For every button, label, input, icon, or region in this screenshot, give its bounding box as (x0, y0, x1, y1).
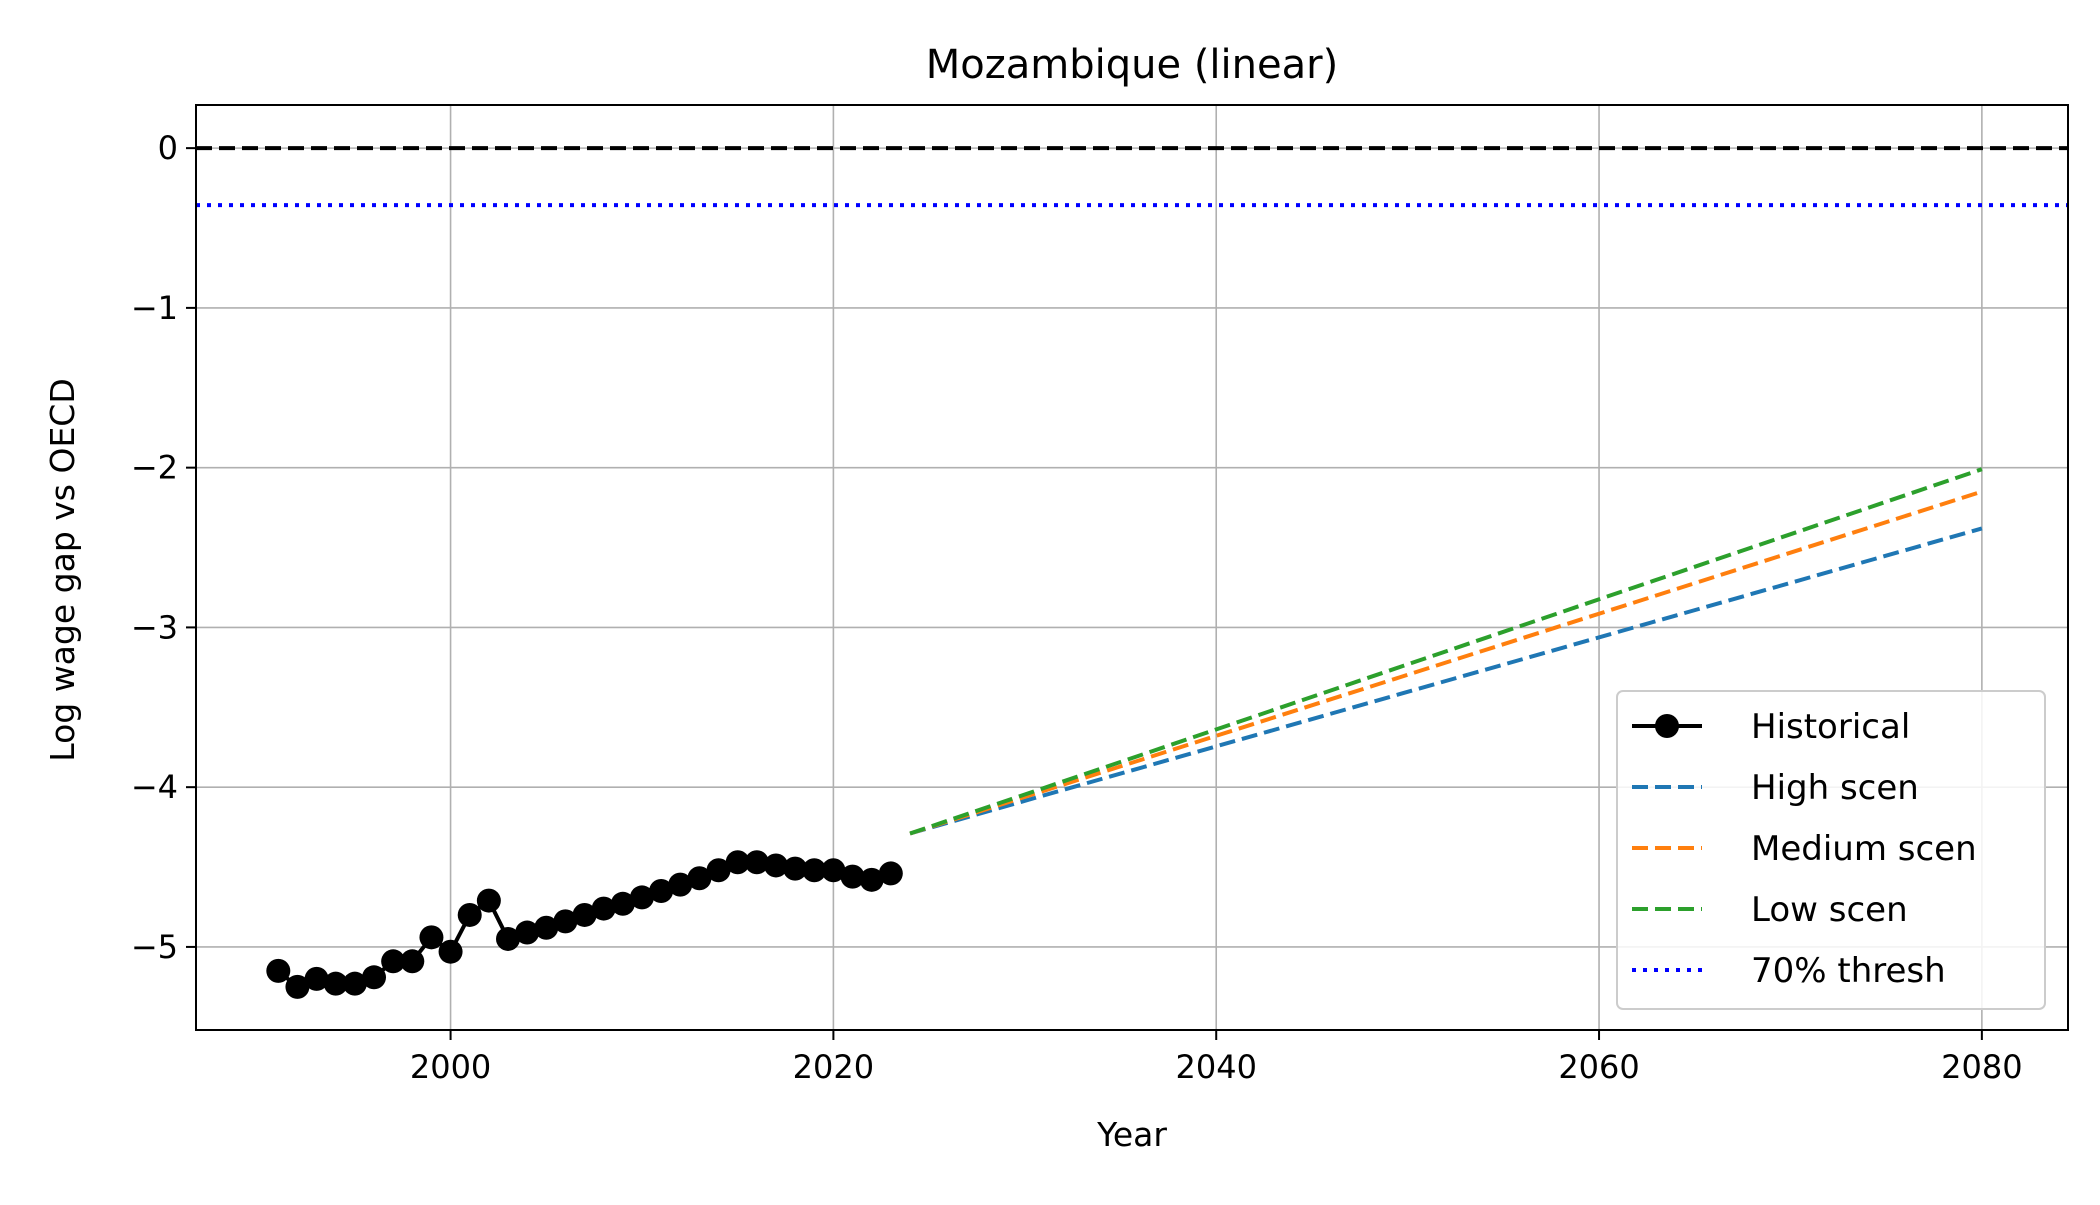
legend-item-medium-scen: Medium scen (1632, 829, 1977, 869)
data-point (285, 974, 310, 999)
legend-item-high-scen: High scen (1632, 768, 1919, 808)
data-point (381, 949, 406, 974)
series-historical (266, 850, 903, 999)
data-point (323, 971, 348, 996)
plot-area (195, 104, 2069, 1031)
data-point (725, 850, 750, 875)
x-tick-label: 2040 (1176, 1048, 1257, 1086)
data-point (534, 915, 559, 940)
series-line-medium-scen (909, 489, 1983, 836)
data-point (342, 971, 367, 996)
legend-item-70-thresh: 70% thresh (1632, 951, 1946, 991)
data-point (840, 864, 865, 889)
y-tick-label: 0 (158, 129, 178, 167)
data-point (859, 867, 884, 892)
legend: Historical High scen Medium scen Low scen 70… (1616, 690, 2046, 1010)
data-point (821, 858, 846, 883)
data-point (266, 958, 291, 983)
data-point (304, 966, 329, 991)
data-point (668, 872, 693, 897)
legend-box (1616, 690, 2046, 1010)
x-tick-label: 2060 (1558, 1048, 1639, 1086)
data-point (744, 850, 769, 875)
data-point (515, 920, 540, 945)
legend-item-historical: Historical (1632, 707, 1910, 747)
reference-lines (196, 146, 2068, 208)
legend-item-low-scen: Low scen (1632, 890, 1908, 930)
data-point (706, 858, 731, 883)
legend-label: 70% thresh (1751, 951, 1946, 991)
data-point (419, 925, 444, 950)
series-line-low-scen (909, 467, 1983, 836)
x-axis: 2000 2020 2040 2060 2080 (410, 1030, 2023, 1086)
y-tick-label: −5 (131, 928, 178, 966)
data-point (457, 902, 482, 927)
legend-label: Historical (1751, 707, 1910, 747)
data-point (783, 856, 808, 881)
data-point (629, 885, 654, 910)
data-point (610, 891, 635, 916)
data-point (553, 909, 578, 934)
series-high-scen (909, 526, 1983, 836)
legend-marker (1655, 714, 1679, 738)
axes-frame (195, 104, 2069, 1031)
legend-label: Low scen (1751, 890, 1908, 930)
y-tick-label: −4 (131, 768, 178, 806)
series-medium-scen (909, 489, 1983, 836)
data-point (476, 888, 501, 913)
x-axis-title: Year (1096, 1115, 1167, 1154)
x-tick-label: 2000 (410, 1048, 491, 1086)
y-tick-label: −3 (131, 608, 178, 646)
data-point (649, 879, 674, 904)
data-point (438, 939, 463, 964)
data-point (362, 965, 387, 990)
y-tick-label: −1 (131, 289, 178, 327)
series-line-high-scen (909, 526, 1983, 836)
x-tick-label: 2080 (1941, 1048, 2022, 1086)
data-point (802, 858, 827, 883)
data-point (878, 861, 903, 886)
chart-title: Mozambique (linear) (926, 42, 1338, 88)
series-layer (266, 467, 1983, 999)
series-low-scen (909, 467, 1983, 836)
y-axis: 0 −1 −2 −3 −4 −5 (131, 129, 196, 966)
x-tick-label: 2020 (793, 1048, 874, 1086)
y-axis-title: Log wage gap vs OECD (43, 378, 82, 761)
data-point (763, 853, 788, 878)
data-point (687, 866, 712, 891)
data-point (496, 926, 520, 951)
legend-label: Medium scen (1751, 829, 1977, 869)
data-point (572, 902, 597, 927)
y-tick-label: −2 (131, 449, 178, 487)
legend-label: High scen (1751, 768, 1919, 808)
data-point (400, 949, 425, 974)
data-point (591, 896, 616, 921)
